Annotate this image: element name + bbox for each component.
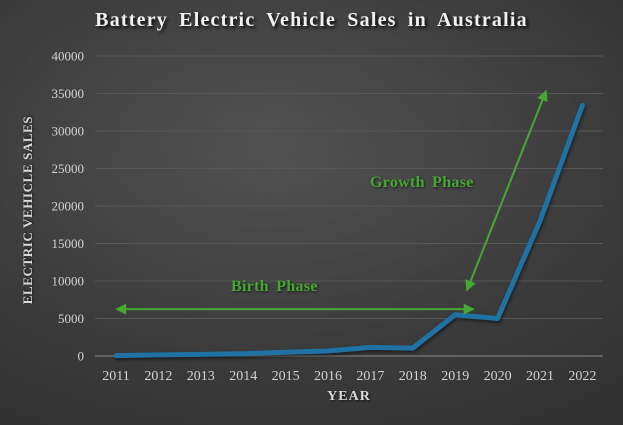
x-axis-title: YEAR: [327, 389, 371, 404]
y-tick-label: 25000: [52, 161, 85, 176]
y-tick-label: 30000: [52, 124, 85, 139]
x-tick-label: 2013: [187, 369, 215, 384]
x-tick-label: 2017: [356, 369, 384, 384]
growth-phase-label: Growth Phase: [370, 174, 474, 191]
x-tick-label: 2012: [144, 369, 172, 384]
y-tick-label: 40000: [52, 49, 85, 64]
x-tick-label: 2020: [484, 369, 512, 384]
growth-phase-arrow: [465, 89, 548, 292]
x-tick-label: 2018: [399, 369, 427, 384]
phase-arrows: [115, 89, 548, 315]
x-tick-label: 2015: [272, 369, 300, 384]
y-tick-label: 5000: [58, 311, 84, 326]
sales-line-series: [113, 103, 585, 359]
x-tick-label: 2014: [229, 369, 257, 384]
x-tick-label: 2021: [526, 369, 554, 384]
x-tick-label: 2019: [441, 369, 469, 384]
sales-line: [113, 103, 585, 359]
chart-title: Battery Electric Vehicle Sales in Austra…: [95, 9, 528, 31]
x-tick-label: 2022: [568, 369, 596, 384]
x-tick-label: 2011: [102, 369, 129, 384]
y-tick-label: 10000: [52, 274, 85, 289]
y-tick-label: 0: [78, 349, 85, 364]
y-tick-label: 20000: [52, 199, 85, 214]
x-tick-label: 2016: [314, 369, 342, 384]
y-tick-label: 35000: [52, 86, 85, 101]
y-tick-labels: 0 5000 10000 15000 20000 25000 30000 35000 40000: [52, 49, 85, 364]
gridlines: [95, 55, 603, 357]
x-tick-labels: 2011 2012 2013 2014 2015 2016 2017 2018 2019 2020…: [102, 369, 596, 384]
birth-phase-label: Birth Phase: [231, 278, 318, 295]
y-tick-label: 15000: [52, 236, 85, 251]
